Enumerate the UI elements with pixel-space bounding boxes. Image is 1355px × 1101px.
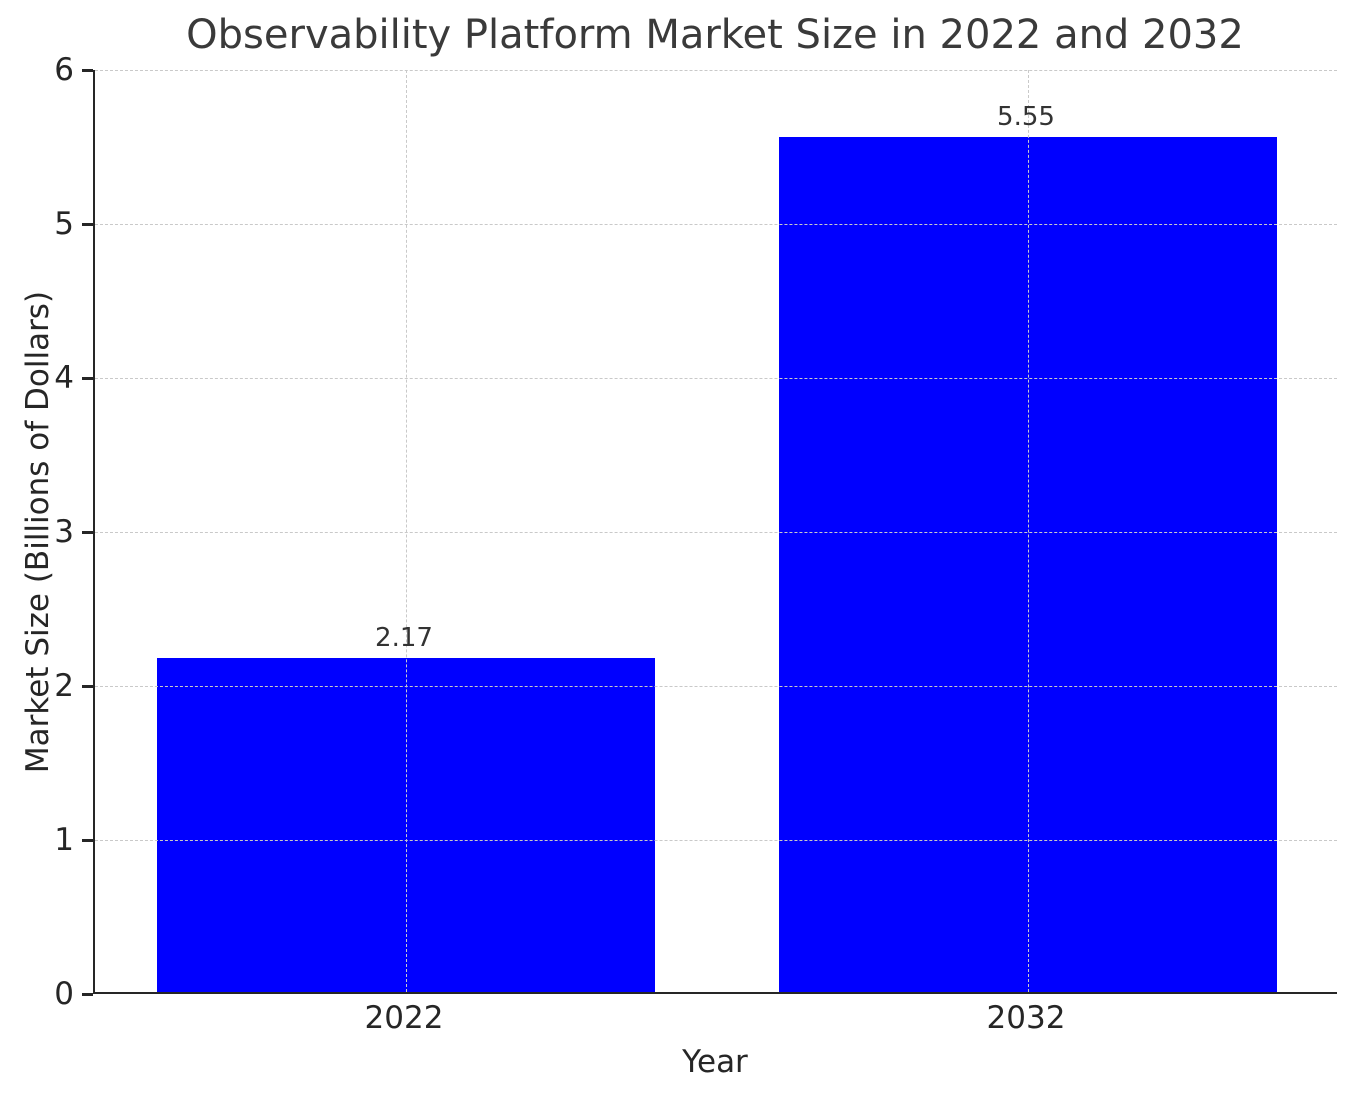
x-tick-label-2022: 2022: [364, 1000, 444, 1036]
chart-title: Observability Platform Market Size in 20…: [186, 12, 1244, 58]
v-gridline-2032: [1028, 70, 1029, 992]
y-tick-mark-0: [82, 993, 93, 996]
h-gridline-6: [95, 70, 1337, 71]
y-tick-label-4: 4: [54, 360, 74, 396]
y-tick-mark-4: [82, 377, 93, 380]
bar-value-label-2022: 2.17: [375, 622, 433, 653]
y-tick-label-6: 6: [54, 52, 74, 88]
y-tick-mark-5: [82, 223, 93, 226]
bar-2022: [157, 657, 655, 992]
h-gridline-5: [95, 224, 1337, 225]
y-tick-mark-2: [82, 685, 93, 688]
h-gridline-2: [95, 686, 1337, 687]
y-tick-label-5: 5: [54, 206, 74, 242]
y-tick-mark-3: [82, 531, 93, 534]
y-tick-mark-1: [82, 839, 93, 842]
plot-area: [93, 70, 1337, 994]
h-gridline-4: [95, 378, 1337, 379]
y-tick-label-0: 0: [54, 976, 74, 1012]
y-tick-mark-6: [82, 69, 93, 72]
h-gridline-3: [95, 532, 1337, 533]
x-axis-label: Year: [682, 1044, 748, 1080]
v-gridline-2022: [406, 70, 407, 992]
bar-2032: [779, 137, 1277, 992]
bar-value-label-2032: 5.55: [997, 102, 1055, 133]
x-tick-label-2032: 2032: [986, 1000, 1066, 1036]
y-tick-label-2: 2: [54, 668, 74, 704]
h-gridline-1: [95, 840, 1337, 841]
y-tick-label-3: 3: [54, 514, 74, 550]
y-tick-label-1: 1: [54, 822, 74, 858]
